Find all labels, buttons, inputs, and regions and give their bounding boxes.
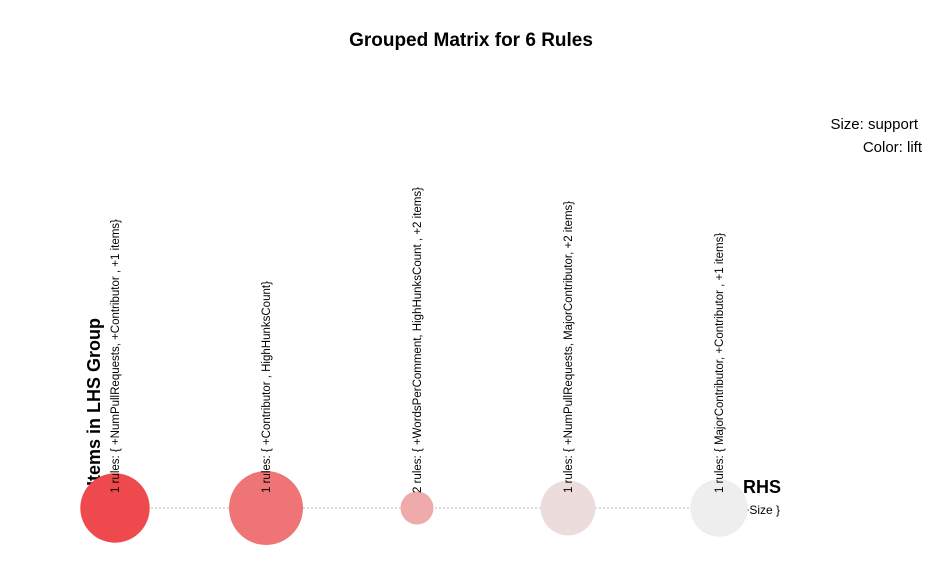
- lhs-group-label: 1 rules: { +Contributor , HighHunksCount…: [261, 281, 273, 493]
- rule-group-bubble: [400, 491, 434, 525]
- rule-group-bubble: [80, 473, 150, 543]
- lhs-axis-label: Items in LHS Group: [84, 318, 104, 486]
- lhs-group-label: 1 rules: { +NumPullRequests, +Contributo…: [110, 219, 122, 493]
- legend-color-label: Color: lift: [863, 139, 923, 156]
- rule-group-bubble: [229, 471, 303, 545]
- rule-group-bubble: [540, 480, 596, 536]
- rule-group-bubble: [690, 479, 748, 537]
- rhs-axis-title: RHS: [743, 477, 781, 497]
- lhs-group-label: 1 rules: { +NumPullRequests, MajorContri…: [563, 201, 575, 493]
- chart-title: Grouped Matrix for 6 Rules: [349, 30, 593, 51]
- lhs-group-label: 2 rules: { +WordsPerComment, HighHunksCo…: [412, 187, 424, 493]
- lhs-group-label: 1 rules: { MajorContributor, +Contributo…: [714, 233, 726, 493]
- chart-marks: 1 rules: { +NumPullRequests, +Contributo…: [80, 187, 748, 545]
- legend-size-label: Size: support: [830, 116, 918, 133]
